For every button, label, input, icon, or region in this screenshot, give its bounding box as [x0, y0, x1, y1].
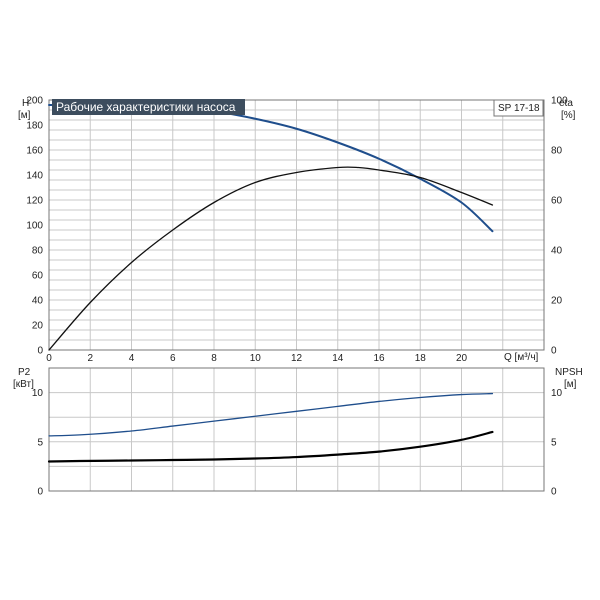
lower-right-tick-label: 0 — [551, 487, 557, 498]
x-axis-title: Q [м³/ч] — [504, 352, 539, 363]
upper-left-tick-label: 40 — [32, 296, 44, 307]
lower-right-axis-unit: [м] — [564, 379, 577, 390]
upper-grid — [49, 100, 544, 350]
upper-left-tick-label: 60 — [32, 271, 44, 282]
upper-right-tick-label: 100 — [551, 96, 568, 107]
lower-tick-labels: 0 5 10 0 5 10 — [32, 388, 563, 497]
upper-right-tick-label: 40 — [551, 246, 563, 257]
upper-left-axis-unit: [м] — [18, 110, 31, 121]
x-tick-label: 16 — [373, 353, 385, 364]
lower-right-axis-title: NPSH — [555, 367, 583, 378]
eta-curve — [48, 166, 494, 351]
lower-left-tick-label: 5 — [37, 437, 43, 448]
upper-left-tick-label: 120 — [26, 196, 43, 207]
upper-left-tick-label: 160 — [26, 146, 43, 157]
head-curve — [48, 103, 494, 233]
upper-left-tick-label: 80 — [32, 246, 44, 257]
lower-left-axis-title: P2 — [18, 367, 31, 378]
x-tick-label: 2 — [87, 353, 93, 364]
upper-left-tick-label: 100 — [26, 221, 43, 232]
x-tick-label: 14 — [332, 353, 344, 364]
upper-tick-labels: 0 2 4 6 8 10 12 14 16 18 2002040608010012014016018… — [26, 96, 568, 365]
x-tick-label: 0 — [46, 353, 52, 364]
upper-left-tick-label: 180 — [26, 121, 43, 132]
upper-right-tick-label: 20 — [551, 296, 563, 307]
lower-left-axis-unit: [кВт] — [13, 379, 34, 390]
lower-plot-frame — [48, 367, 545, 492]
p2-curve — [48, 392, 494, 437]
upper-left-tick-label: 0 — [37, 346, 43, 357]
npsh-curve — [47, 430, 494, 463]
upper-right-tick-label: 0 — [551, 346, 557, 357]
x-tick-label: 10 — [250, 353, 262, 364]
model-box — [493, 99, 544, 117]
model-label: SP 17-18 — [498, 103, 540, 114]
upper-right-axis-title: eta — [559, 98, 573, 109]
title-box — [52, 99, 245, 115]
lower-left-tick-label: 0 — [37, 487, 43, 498]
upper-plot-frame — [48, 99, 545, 351]
x-tick-label: 8 — [211, 353, 217, 364]
upper-left-tick-label: 140 — [26, 171, 43, 182]
upper-right-axis-unit: [%] — [561, 110, 576, 121]
upper-left-tick-label: 20 — [32, 321, 44, 332]
x-tick-label: 6 — [170, 353, 176, 364]
lower-left-tick-label: 10 — [32, 388, 44, 399]
x-tick-label: 20 — [456, 353, 468, 364]
x-tick-label: 12 — [291, 353, 303, 364]
lower-curves — [47, 392, 494, 463]
lower-right-tick-label: 10 — [551, 388, 563, 399]
upper-left-axis-title: H — [22, 98, 29, 109]
upper-right-tick-label: 80 — [551, 146, 563, 157]
chart-title: Рабочие характеристики насоса — [56, 100, 236, 114]
x-tick-label: 18 — [415, 353, 427, 364]
upper-right-tick-label: 60 — [551, 196, 563, 207]
lower-grid — [49, 368, 544, 491]
upper-left-tick-label: 200 — [26, 96, 43, 107]
x-tick-label: 4 — [129, 353, 135, 364]
upper-curves — [48, 103, 494, 351]
lower-right-tick-label: 5 — [551, 437, 557, 448]
